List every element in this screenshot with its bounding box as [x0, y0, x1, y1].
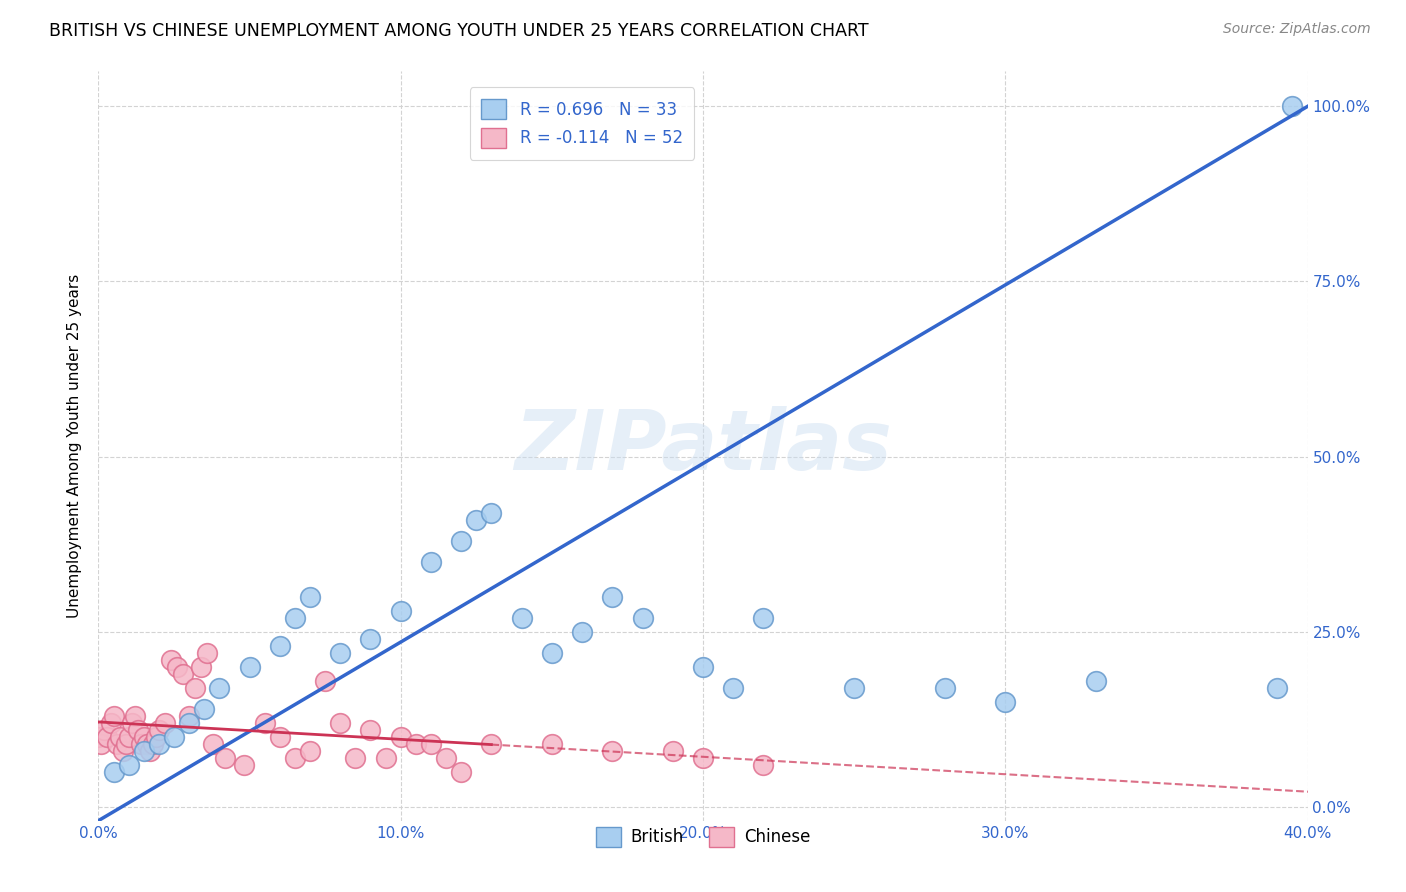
Point — [692, 659, 714, 673]
Point — [114, 737, 136, 751]
Point — [100, 715, 122, 730]
Point — [314, 673, 336, 688]
Point — [269, 639, 291, 653]
Point — [450, 533, 472, 548]
Point — [253, 715, 276, 730]
Point — [374, 750, 396, 764]
Point — [118, 730, 141, 744]
Point — [148, 737, 170, 751]
Point — [232, 757, 254, 772]
Point — [239, 659, 262, 673]
Point — [179, 708, 201, 723]
Point — [481, 506, 503, 520]
Point — [108, 730, 131, 744]
Point — [692, 750, 714, 764]
Point — [450, 764, 472, 779]
Y-axis label: Unemployment Among Youth under 25 years: Unemployment Among Youth under 25 years — [67, 274, 83, 618]
Point — [1267, 681, 1289, 695]
Point — [284, 750, 307, 764]
Point — [142, 737, 165, 751]
Point — [93, 723, 115, 737]
Point — [571, 624, 593, 639]
Point — [631, 610, 654, 624]
Point — [172, 666, 194, 681]
Point — [360, 723, 382, 737]
Point — [103, 708, 125, 723]
Point — [193, 701, 215, 715]
Point — [329, 715, 352, 730]
Point — [163, 730, 186, 744]
Point — [111, 743, 134, 757]
Point — [434, 750, 457, 764]
Point — [284, 610, 307, 624]
Text: ZIPatlas: ZIPatlas — [515, 406, 891, 486]
Point — [299, 743, 322, 757]
Point — [420, 555, 443, 569]
Legend: British, Chinese: British, Chinese — [589, 820, 817, 854]
Point — [602, 743, 624, 757]
Point — [103, 764, 125, 779]
Point — [540, 646, 562, 660]
Point — [145, 730, 167, 744]
Point — [1281, 99, 1303, 113]
Point — [179, 715, 201, 730]
Point — [124, 708, 146, 723]
Point — [934, 681, 956, 695]
Point — [129, 737, 152, 751]
Point — [202, 737, 225, 751]
Point — [90, 737, 112, 751]
Point — [602, 590, 624, 604]
Point — [105, 737, 128, 751]
Point — [329, 646, 352, 660]
Point — [96, 730, 118, 744]
Point — [752, 610, 775, 624]
Point — [465, 512, 488, 526]
Point — [87, 730, 110, 744]
Point — [405, 737, 427, 751]
Point — [269, 730, 291, 744]
Point — [389, 603, 412, 617]
Point — [132, 743, 155, 757]
Point — [166, 659, 188, 673]
Point — [510, 610, 533, 624]
Point — [139, 743, 162, 757]
Point — [344, 750, 367, 764]
Point — [190, 659, 212, 673]
Point — [540, 737, 562, 751]
Point — [994, 695, 1017, 709]
Point — [121, 715, 143, 730]
Point — [420, 737, 443, 751]
Point — [135, 737, 157, 751]
Point — [360, 632, 382, 646]
Point — [389, 730, 412, 744]
Point — [148, 723, 170, 737]
Point — [208, 681, 231, 695]
Point — [661, 743, 683, 757]
Point — [127, 723, 149, 737]
Point — [160, 652, 183, 666]
Point — [844, 681, 866, 695]
Point — [723, 681, 745, 695]
Point — [195, 646, 218, 660]
Point — [752, 757, 775, 772]
Point — [184, 681, 207, 695]
Point — [132, 730, 155, 744]
Text: Source: ZipAtlas.com: Source: ZipAtlas.com — [1223, 22, 1371, 37]
Point — [118, 757, 141, 772]
Text: BRITISH VS CHINESE UNEMPLOYMENT AMONG YOUTH UNDER 25 YEARS CORRELATION CHART: BRITISH VS CHINESE UNEMPLOYMENT AMONG YO… — [49, 22, 869, 40]
Point — [481, 737, 503, 751]
Point — [153, 715, 176, 730]
Point — [1085, 673, 1108, 688]
Point — [214, 750, 236, 764]
Point — [299, 590, 322, 604]
